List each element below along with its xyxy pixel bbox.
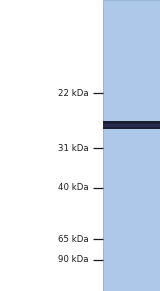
Text: 31 kDa: 31 kDa [58, 144, 89, 153]
Text: 40 kDa: 40 kDa [58, 183, 89, 192]
Bar [103, 121, 160, 129]
Text: 90 kDa: 90 kDa [58, 255, 89, 264]
Bar [103, 123, 160, 127]
Text: 22 kDa: 22 kDa [58, 89, 89, 97]
Bar [103, 0, 160, 291]
Text: 65 kDa: 65 kDa [58, 235, 89, 244]
